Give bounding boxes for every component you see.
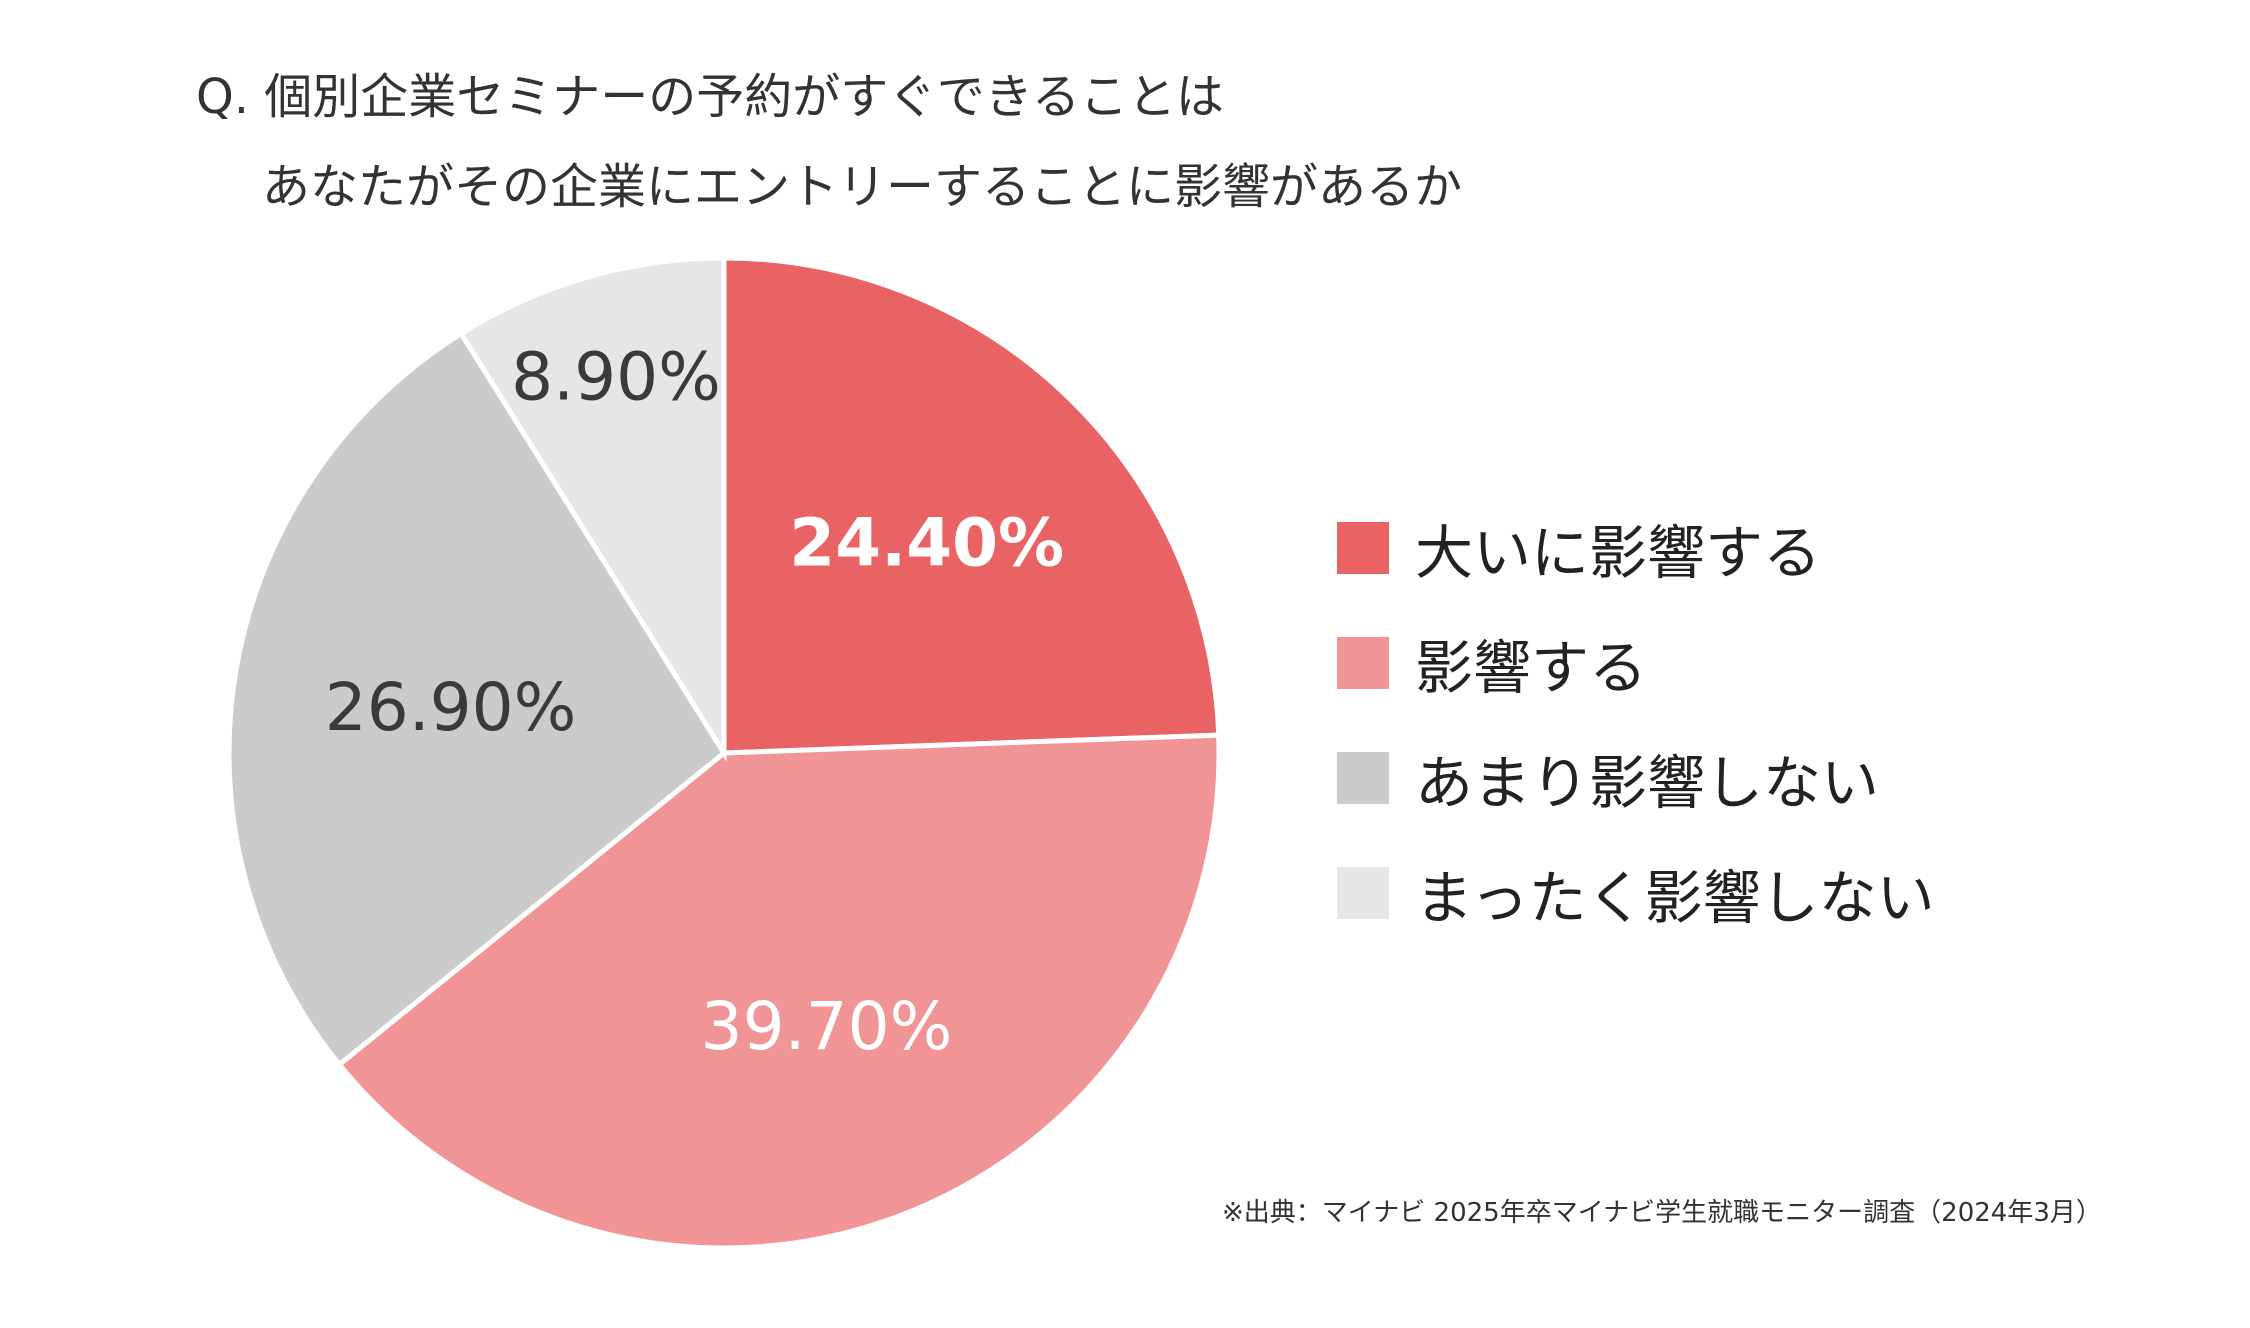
- legend-label: あまり影響しない: [1415, 748, 1880, 817]
- legend-label: 大いに影響する: [1415, 518, 1822, 587]
- legend-label: まったく影響しない: [1415, 863, 1935, 932]
- title-line-2: あなたがその企業にエントリーすることに影響があるか: [262, 159, 1463, 215]
- pie-slice: [721, 255, 1222, 756]
- legend-item: まったく影響しない: [1337, 835, 1935, 950]
- legend-item: 影響する: [1337, 605, 1935, 720]
- pie-slice: [335, 732, 1222, 1251]
- pie-slice: [226, 330, 728, 1069]
- legend-item: 大いに影響する: [1337, 490, 1935, 605]
- legend-swatch: [1337, 866, 1389, 919]
- chart-title: Q. 個別企業セミナーの予約がすぐできることはあなたがその企業にエントリーするこ…: [196, 52, 1462, 232]
- data-label: 8.90%: [511, 339, 721, 416]
- source-note: ※出典：マイナビ 2025年卒マイナビ学生就職モニター調査（2024年3月）: [1222, 1198, 2102, 1228]
- legend-swatch: [1337, 751, 1389, 804]
- pie-slice: [457, 255, 727, 762]
- legend: 大いに影響する 影響する あまり影響しない まったく影響しない: [1337, 490, 1935, 950]
- data-label: 26.90%: [325, 669, 577, 746]
- title-line-1: Q. 個別企業セミナーの予約がすぐできることは: [196, 69, 1224, 125]
- legend-item: あまり影響しない: [1337, 720, 1935, 835]
- data-label: 39.70%: [701, 988, 953, 1065]
- legend-label: 影響する: [1415, 633, 1648, 702]
- data-label: 24.40%: [789, 504, 1064, 581]
- legend-swatch: [1337, 636, 1389, 689]
- legend-swatch: [1337, 521, 1389, 574]
